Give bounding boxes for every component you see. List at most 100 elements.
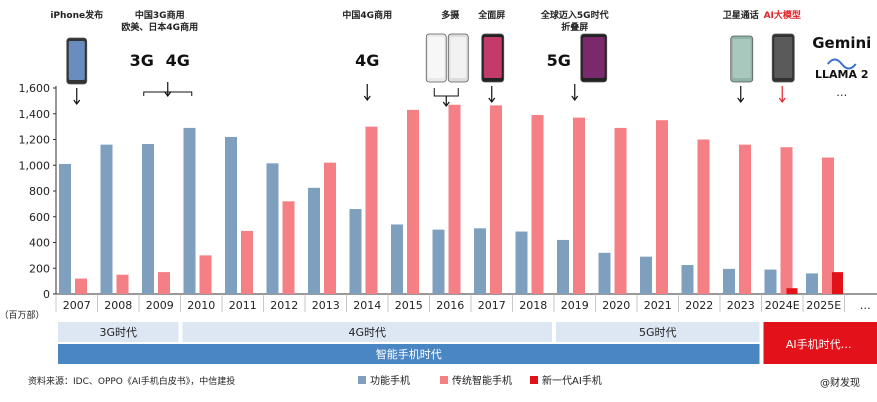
annotation-label: iPhone发布 (50, 9, 103, 21)
x-tick-label: 2019 (561, 299, 589, 312)
bar-traditional-smartphone (158, 272, 170, 294)
gemini-logo: Gemini (812, 34, 871, 52)
ai-phone-icon (771, 33, 795, 83)
meta-logo (826, 58, 857, 70)
x-tick-label: 2023 (727, 299, 755, 312)
llama-logo: LLAMA 2 (815, 68, 868, 81)
iphone-icon (66, 37, 88, 85)
bar-feature-phone (515, 231, 528, 294)
legend-swatch (530, 376, 538, 384)
x-tick-label: 2011 (229, 299, 257, 312)
annotation-label: 多摄 (441, 9, 460, 21)
bar-feature-phone (142, 144, 154, 294)
bar-feature-phone (640, 256, 652, 294)
3g-tag: 3G (130, 51, 154, 70)
x-tick-label: 2014 (353, 299, 381, 312)
x-tick-label: 2017 (478, 299, 506, 312)
bar-feature-phone (764, 269, 777, 294)
bar-traditional-smartphone (656, 120, 668, 294)
x-tick-label: 2024E (765, 299, 800, 312)
bar-new-ai-phone (786, 288, 798, 294)
y-tick-label: 1,400 (19, 108, 51, 121)
era-label: 4G时代 (348, 326, 386, 339)
annotation-label: 中国3G商用 (135, 9, 185, 21)
annotation-arrow (164, 82, 172, 97)
bar-traditional-smartphone (365, 126, 378, 294)
era-label: 5G时代 (639, 326, 677, 339)
annotation-arrow (488, 86, 496, 103)
watermark-text: @财发现 (820, 376, 860, 389)
annotation-label: 全面屏 (477, 9, 505, 21)
bar-traditional-smartphone (490, 105, 502, 294)
bar-traditional-smartphone (324, 162, 336, 294)
legend-swatch (440, 376, 448, 384)
5g-foldable-icon (580, 33, 608, 83)
logos-ellipsis: … (836, 86, 847, 99)
bar-feature-phone (474, 228, 486, 294)
bar-traditional-smartphone (448, 104, 461, 294)
bar-feature-phone (59, 163, 71, 294)
x-tick-label: 2009 (146, 299, 174, 312)
era-band (182, 322, 552, 342)
bar-feature-phone (183, 127, 196, 294)
full-screen-phone-icon (481, 33, 505, 83)
bar-feature-phone (681, 265, 694, 294)
annotation-label: 全球迈入5G时代 (540, 9, 609, 21)
era-label-smartphone: 智能手机时代 (376, 347, 442, 361)
annotation-arrow (73, 88, 81, 105)
x-tick-label: 2016 (436, 299, 464, 312)
source-note: 资料来源：IDC、OPPO《AI手机白皮书》，中信建投 (28, 375, 235, 387)
5g-tag: 5G (547, 51, 571, 70)
bar-traditional-smartphone (780, 147, 793, 294)
bar-traditional-smartphone (407, 109, 419, 294)
bar-feature-phone (225, 136, 237, 294)
bracket-multicam (433, 88, 459, 97)
bar-traditional-smartphone (199, 255, 212, 294)
y-tick-label: 200 (29, 262, 50, 275)
bar-traditional-smartphone (697, 139, 710, 294)
x-tick-label: 2018 (519, 299, 547, 312)
4g-tag-2014: 4G (355, 51, 379, 70)
bar-traditional-smartphone (614, 127, 627, 294)
bar-feature-phone (557, 239, 569, 294)
x-tick-label: 2015 (395, 299, 423, 312)
legend-label: 传统智能手机 (452, 374, 512, 387)
x-tick-label: 2025E (806, 299, 841, 312)
bar-feature-phone (432, 229, 445, 294)
y-tick-label: 400 (29, 237, 50, 250)
bar-feature-phone (391, 224, 403, 294)
x-tick-label: 2020 (602, 299, 630, 312)
bar-traditional-smartphone (739, 144, 751, 294)
legend-label: 新一代AI手机 (542, 374, 602, 387)
bar-feature-phone (266, 163, 279, 294)
bar-traditional-smartphone (75, 278, 87, 294)
y-tick-label: 600 (29, 211, 50, 224)
annotation-arrow (442, 96, 450, 107)
bar-traditional-smartphone (241, 230, 253, 294)
annotation-arrow (571, 84, 579, 101)
y-tick-label: 800 (29, 185, 50, 198)
y-tick-label: 1,200 (19, 134, 51, 147)
bar-traditional-smartphone (116, 274, 129, 294)
bar-feature-phone (723, 268, 735, 294)
x-tick-label: 2007 (63, 299, 91, 312)
bar-traditional-smartphone (282, 201, 295, 294)
x-tick-label: 2012 (270, 299, 298, 312)
annotation-arrow (737, 86, 745, 103)
bar-feature-phone (349, 209, 362, 294)
x-tick-label: 2008 (104, 299, 132, 312)
y-tick-label: 0 (43, 288, 50, 301)
x-tick-label: 2021 (644, 299, 672, 312)
4g-tag: 4G (166, 51, 190, 70)
annotation-label: AI大模型 (764, 9, 801, 21)
y-unit-label: （百万部） (0, 309, 45, 321)
x-tick-label: 2022 (685, 299, 713, 312)
satellite-phone-icon (730, 35, 754, 83)
annotation-label: 中国4G商用 (342, 9, 392, 21)
annotation-label: 欧美、日本4G商用 (121, 21, 198, 33)
bar-traditional-smartphone (822, 157, 834, 294)
x-tick-label: 2013 (312, 299, 340, 312)
bar-feature-phone (598, 252, 611, 294)
era-label: 3G时代 (99, 326, 137, 339)
x-tick-label: … (860, 299, 871, 312)
